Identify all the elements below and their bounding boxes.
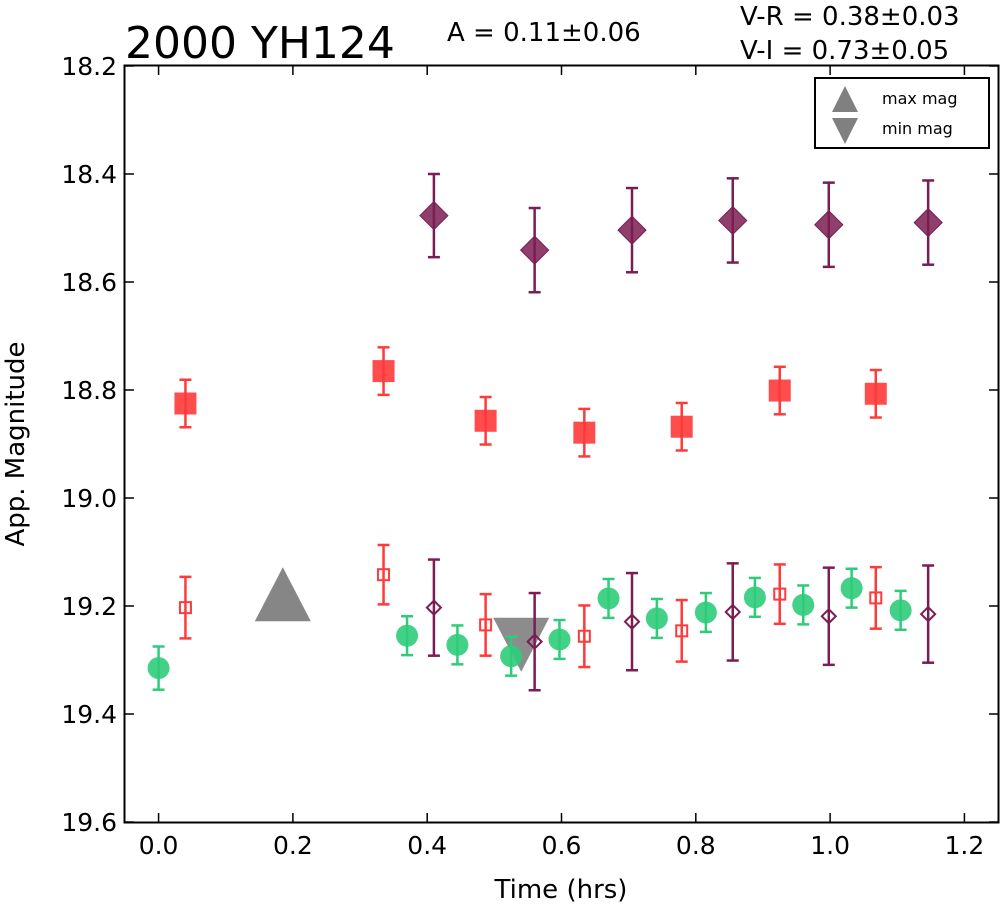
data-point-circle xyxy=(500,645,523,668)
amplitude-annotation: A = 0.11±0.06 xyxy=(447,18,641,48)
x-tick-label: 1.0 xyxy=(810,831,850,860)
y-tick-label: 18.8 xyxy=(61,376,117,405)
data-point-open-square xyxy=(869,591,883,605)
data-point-square xyxy=(864,382,887,405)
chart-title: 2000 YH124 xyxy=(125,18,395,69)
series-square-open xyxy=(178,543,883,669)
series-circle-filled xyxy=(147,567,912,691)
series-diamond-filled xyxy=(419,172,943,294)
x-tick-label: 1.2 xyxy=(945,831,985,860)
series-square-filled xyxy=(174,346,887,458)
data-point-circle xyxy=(792,593,815,616)
data-point-circle xyxy=(743,586,766,609)
data-point-square xyxy=(372,360,395,383)
legend-max-triangle-icon xyxy=(832,86,858,112)
data-point-square xyxy=(768,379,791,402)
data-point-circle xyxy=(694,601,717,624)
plot-frame xyxy=(123,64,1000,824)
legend: max mag min mag xyxy=(814,77,990,149)
x-tick-label: 0.2 xyxy=(273,831,313,860)
data-point-square xyxy=(573,421,596,444)
data-point-circle xyxy=(597,587,620,610)
data-point-open-diamond xyxy=(820,607,838,625)
data-point-square xyxy=(174,392,197,415)
data-point-circle xyxy=(147,657,170,680)
color-vi-annotation: V-I = 0.73±0.05 xyxy=(740,36,949,66)
data-point-circle xyxy=(645,607,668,630)
x-tick-label: 0.4 xyxy=(407,831,447,860)
series-diamond-open xyxy=(425,558,937,692)
data-point-square xyxy=(474,409,497,432)
data-point-circle xyxy=(889,599,912,622)
y-tick-label: 18.4 xyxy=(61,160,117,189)
y-tick-label: 19.6 xyxy=(61,808,117,837)
legend-min-triangle-icon xyxy=(832,118,858,144)
color-vr-annotation: V-R = 0.38±0.03 xyxy=(740,2,960,32)
data-point-diamond xyxy=(814,210,844,240)
data-point-open-diamond xyxy=(919,605,937,623)
y-tick-label: 19.0 xyxy=(61,484,117,513)
data-point-diamond xyxy=(617,215,647,245)
data-point-open-square xyxy=(773,587,787,601)
y-tick-label: 19.2 xyxy=(61,592,117,621)
data-point-open-diamond xyxy=(724,603,742,621)
data-point-circle xyxy=(548,628,571,651)
data-point-diamond xyxy=(718,205,748,236)
data-point-open-square xyxy=(577,629,591,643)
x-axis-label: Time (hrs) xyxy=(494,875,628,904)
legend-markers xyxy=(832,86,858,144)
data-point-open-square xyxy=(675,624,689,638)
data-point-open-square xyxy=(377,568,391,582)
x-tick-label: 0.0 xyxy=(139,831,179,860)
data-point-diamond xyxy=(519,235,550,265)
data-point-square xyxy=(670,415,693,438)
x-tick-label: 0.6 xyxy=(542,831,582,860)
extremum-max-triangle xyxy=(254,567,311,622)
y-tick-label: 19.4 xyxy=(61,700,117,729)
data-point-circle xyxy=(840,577,863,600)
data-point-circle xyxy=(446,633,469,656)
legend-label-min: min mag xyxy=(882,119,953,138)
data-point-open-diamond xyxy=(425,599,443,617)
data-point-circle xyxy=(396,624,419,647)
plot-area xyxy=(147,172,943,692)
data-point-open-square xyxy=(479,618,493,632)
extremum-min-triangle xyxy=(493,617,550,672)
data-point-open-diamond xyxy=(526,633,544,651)
y-axis-label: App. Magnitude xyxy=(1,341,31,546)
y-tick-label: 18.6 xyxy=(61,268,117,297)
x-tick-label: 0.8 xyxy=(676,831,716,860)
data-point-open-diamond xyxy=(623,613,641,631)
axis-ticks: 0.0 0.2 0.4 0.6 0.8 1.0 1.2 18.2 18.4 18.6 18.8 19.… xyxy=(61,52,998,860)
legend-label-max: max mag xyxy=(882,89,958,108)
data-point-diamond xyxy=(419,200,449,231)
y-tick-label: 18.2 xyxy=(61,52,117,81)
data-point-diamond xyxy=(913,207,943,238)
data-point-open-square xyxy=(178,601,192,615)
